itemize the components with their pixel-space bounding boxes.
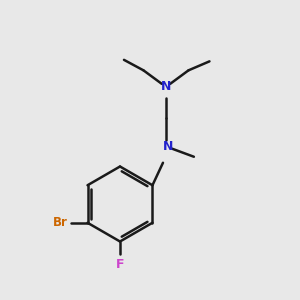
Text: N: N: [161, 80, 171, 93]
Text: F: F: [116, 258, 124, 271]
Text: Br: Br: [53, 216, 68, 229]
Text: N: N: [163, 140, 174, 153]
